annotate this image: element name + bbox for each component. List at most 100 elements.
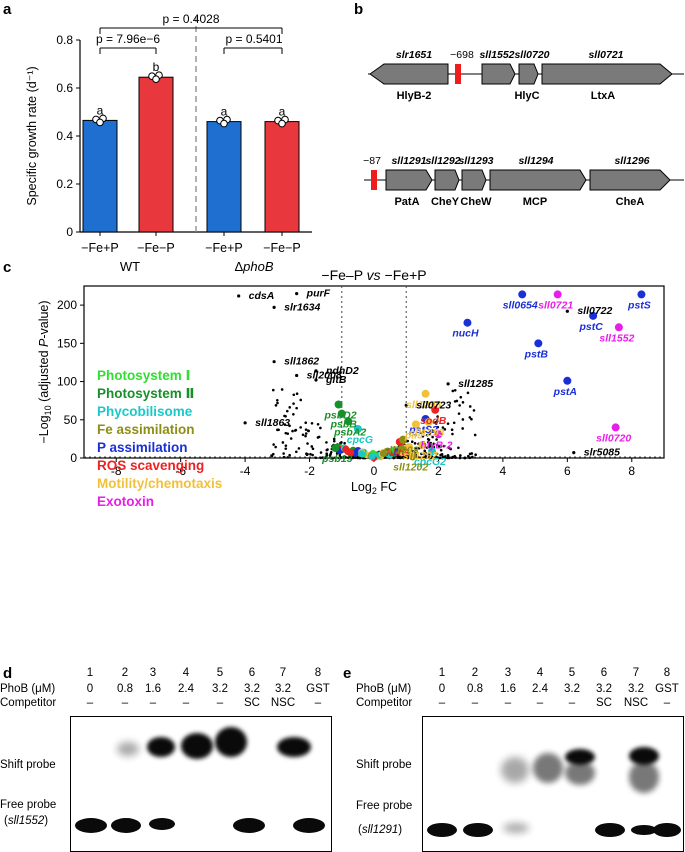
d-band-shift-5 [215, 727, 247, 757]
c-gene-point [282, 455, 286, 459]
c-gene-point [344, 455, 347, 459]
a-bracket-top [99, 27, 283, 34]
c-gene-point [441, 455, 445, 458]
c-legend-entry: Exotoxin [97, 494, 154, 509]
c-gene-point [447, 456, 451, 460]
b1-gene-sll0721 [541, 63, 673, 85]
c-gene-point [429, 431, 432, 434]
gel_e-competitor: NSC [623, 697, 649, 709]
c-highlight-point [463, 318, 472, 327]
c-gene-point [454, 456, 457, 459]
c-labeled-gene-point [295, 373, 299, 378]
a-bar [206, 121, 242, 233]
b1-name-4: LtxA [591, 90, 616, 102]
c-gene-point [423, 449, 426, 453]
c-gene-point [463, 456, 467, 460]
c-highlight-point [344, 417, 353, 426]
c-gene-point [451, 455, 455, 459]
b2-locus-5: sll1296 [614, 155, 649, 167]
c-gene-point [426, 433, 429, 437]
b1-locus-4: sll0721 [588, 49, 623, 61]
c-labeled-gene-point [243, 421, 247, 425]
gel_e-competitor: – [663, 697, 671, 709]
c-gene-point [458, 404, 461, 407]
b2-name-5: CheA [616, 196, 645, 208]
c-labeled-gene-point [446, 382, 450, 386]
c-y-axis-label: −Log10 (adjusted P-value) [37, 300, 53, 443]
d-band-shift-3 [147, 737, 175, 757]
a-ytick-label: 0.2 [56, 177, 73, 191]
c-gene-point [436, 425, 440, 429]
c-gene-label: sll1862 [284, 356, 319, 368]
a-pvalue-left: p = 7.96e−6 [96, 32, 160, 46]
c-gene-point [436, 415, 439, 418]
gel_e-competitor: SC [596, 697, 612, 709]
e-band-shift-7 [629, 747, 659, 765]
gel_d-concentration: 2.4 [178, 683, 194, 695]
c-gene-point [316, 422, 320, 426]
c-gene-point [356, 456, 359, 460]
c-gene-point [447, 446, 451, 450]
c-xtick-label: -6 [175, 464, 186, 478]
c-gene-point [432, 442, 436, 446]
c-gene-point [426, 437, 430, 441]
c-xtick-label: 4 [500, 464, 507, 478]
c-gene-point [474, 453, 477, 457]
d-free-label: Free probe [0, 799, 57, 811]
c-highlight-label: pstB [524, 348, 549, 360]
c-highlight-point [418, 441, 427, 450]
gel_d-concentration: 0.8 [117, 683, 133, 695]
e-blot [422, 716, 684, 852]
c-gene-point [292, 393, 296, 397]
c-gene-point [427, 443, 431, 446]
c-gene-point [430, 429, 434, 432]
c-highlight-label: hlyB-2 [420, 439, 452, 451]
c-gene-label: gltB [325, 374, 347, 386]
gel_d-concentration: 3.2 [244, 683, 260, 695]
c-highlight-label: pilJ [404, 429, 424, 441]
c-ytick-label: 200 [57, 298, 77, 312]
c-gene-point [319, 451, 323, 454]
c-highlight-label: psbD2 [324, 409, 357, 421]
a-bracket-left [99, 47, 157, 54]
e-band-shift-3 [501, 757, 529, 783]
gel_e-lane-number: 8 [663, 667, 671, 679]
b2-locus-2: sll1292 [425, 155, 460, 167]
c-gene-point [282, 452, 285, 455]
c-gene-point [443, 428, 447, 431]
c-gene-point [423, 452, 427, 456]
a-ytick-label: 0.4 [56, 129, 73, 143]
c-highlight-point [334, 400, 343, 409]
c-gene-point [322, 456, 326, 460]
c-gene-point [274, 445, 277, 449]
gel_e-concentration: GST [655, 683, 679, 695]
c-gene-point [410, 440, 414, 444]
c-legend-entry: Phycobilisome [97, 404, 193, 419]
c-gene-point [444, 455, 447, 458]
panel-letter-b: b [354, 1, 363, 18]
c-highlight-label: pstS2 [408, 424, 438, 436]
gel_d-competitor: – [182, 697, 190, 709]
d-band-shift-7 [277, 737, 311, 757]
c-gene-point [468, 456, 472, 460]
c-xtick-label: 2 [435, 464, 442, 478]
c-highlight-point [518, 290, 527, 299]
b2-name-1: PatA [394, 196, 419, 208]
c-gene-point [435, 438, 438, 441]
a-category-label: −Fe+P [205, 241, 243, 255]
b2-name-4: MCP [523, 196, 547, 208]
b2-binding-site [371, 170, 377, 190]
b2-gene-sll1296 [589, 169, 671, 191]
c-highlight-label: pstS [627, 299, 651, 311]
c-gene-point [274, 404, 278, 407]
e-band-shift-4 [533, 753, 563, 783]
c-highlight-point [337, 409, 346, 418]
c-gene-point [275, 398, 279, 402]
a-significance-letter: a [279, 105, 286, 119]
d-band-free-3 [149, 818, 175, 830]
gel_e-lane-number: 4 [536, 667, 544, 679]
c-labeled-gene-point [314, 369, 318, 373]
c-highlight-point [534, 339, 543, 348]
c-gene-label: sll1863 [255, 417, 290, 429]
c-gene-point [332, 437, 336, 441]
